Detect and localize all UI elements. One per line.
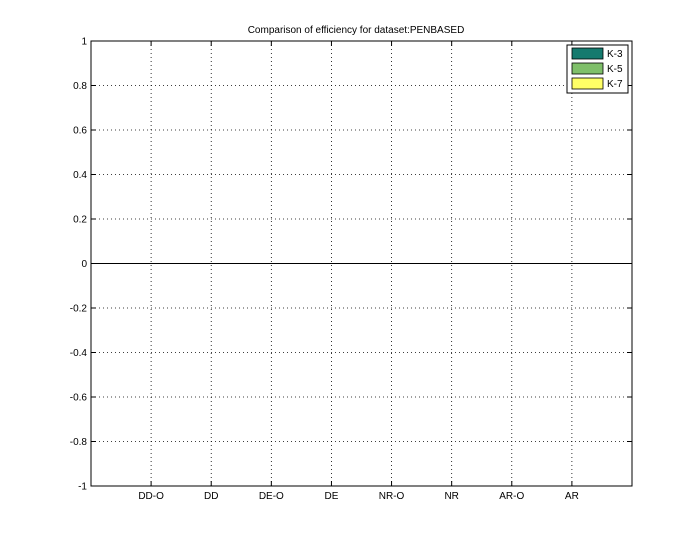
- x-tick-label: DE-O: [259, 491, 284, 502]
- y-tick-label: -0.6: [70, 393, 88, 404]
- y-tick-labels: 1 0.8 0.6 0.4 0.2 0 -0.2 -0.4 -0.6 -0.8 -1: [70, 37, 88, 493]
- y-tick-label: 0.6: [73, 126, 87, 137]
- y-tick-label: -0.4: [70, 348, 88, 359]
- x-tick-label: AR: [565, 491, 579, 502]
- legend: K-3 K-5 K-7: [566, 44, 629, 94]
- legend-label: K-7: [607, 79, 623, 90]
- legend-label: K-3: [607, 49, 623, 60]
- x-tick-label: NR-O: [379, 491, 405, 502]
- y-tick-label: 0.8: [73, 81, 87, 92]
- legend-swatch: [571, 62, 604, 75]
- x-tick-label: DD-O: [138, 491, 164, 502]
- legend-label: K-5: [607, 64, 623, 75]
- y-tick-label: -0.8: [70, 437, 88, 448]
- y-tick-label: -0.2: [70, 304, 88, 315]
- legend-swatch: [571, 47, 604, 60]
- x-tick-label: NR: [444, 491, 458, 502]
- y-tick-label: 0.4: [73, 170, 87, 181]
- x-tick-label: DD: [204, 491, 218, 502]
- y-tick-label: 0.2: [73, 215, 87, 226]
- chart-title: Comparison of efficiency for dataset:PEN…: [248, 25, 465, 36]
- x-tick-labels: DD-O DD DE-O DE NR-O NR AR-O AR: [138, 491, 579, 502]
- y-tick-label: -1: [78, 482, 87, 493]
- x-tick-label: AR-O: [499, 491, 524, 502]
- y-tick-label: 1: [81, 37, 87, 48]
- y-tick-label: 0: [81, 259, 87, 270]
- legend-swatch: [571, 77, 604, 90]
- x-tick-label: DE: [324, 491, 338, 502]
- axis-ticks: [91, 40, 632, 487]
